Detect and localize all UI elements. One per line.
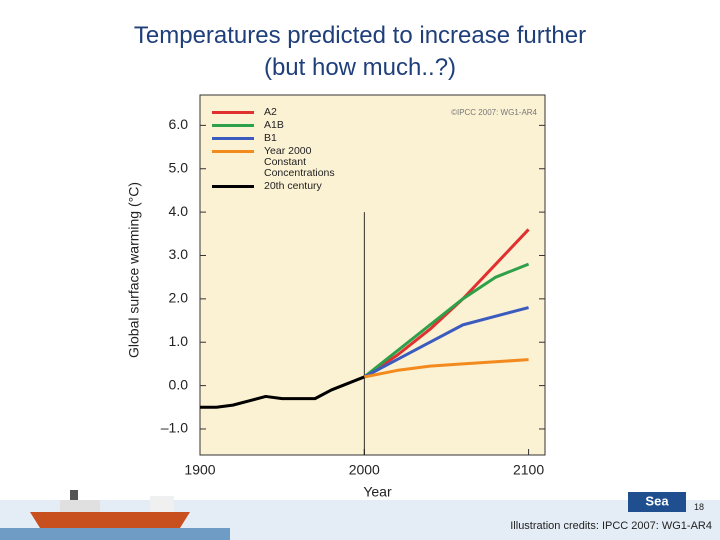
slide-title: (but how much..?): [263, 54, 457, 81]
x-tick-label: 2000: [349, 462, 380, 478]
legend-entry: A2: [212, 107, 352, 118]
y-tick-label: 2.0: [169, 290, 189, 306]
y-tick-label: 0.0: [169, 376, 189, 392]
legend-swatch: [212, 185, 254, 188]
y-tick-label: 4.0: [169, 203, 189, 219]
source-note: ©IPCC 2007: WG1-AR4: [451, 108, 537, 117]
legend-entry: A1B: [212, 120, 352, 131]
legend: A2 A1B B1 Year 2000 Constant Concentrations…: [212, 107, 352, 194]
x-tick-label: 1900: [184, 462, 215, 478]
legend-label: Year 2000 Constant Concentrations: [264, 145, 335, 179]
series-line: [363, 262, 530, 379]
series-line: [363, 358, 529, 379]
legend-swatch: [212, 111, 254, 114]
legend-swatch: [212, 124, 254, 127]
y-tick-label: 1.0: [169, 333, 189, 349]
svg-text:Sea: Sea: [645, 493, 669, 508]
slide-title: Temperatures predicted to increase furth…: [133, 22, 587, 49]
legend-entry: B1: [212, 133, 352, 144]
y-tick-label: 6.0: [169, 116, 189, 132]
y-tick-label: 3.0: [169, 246, 189, 262]
logo: Sea: [628, 492, 686, 512]
ship-illustration: [0, 490, 230, 540]
legend-label: B1: [264, 132, 277, 144]
page-number: 18: [693, 502, 704, 512]
legend-label: A2: [264, 106, 277, 118]
legend-swatch: [212, 137, 254, 140]
legend-label: A1B: [264, 119, 284, 131]
series-line: [363, 228, 530, 379]
x-axis-label: Year: [363, 484, 392, 500]
legend-entry: 20th century: [212, 181, 352, 192]
y-tick-label: 5.0: [169, 159, 189, 175]
legend-entry: Year 2000 Constant Concentrations: [212, 146, 352, 179]
y-tick-label: –1.0: [161, 420, 188, 436]
legend-swatch: [212, 150, 254, 153]
x-tick-label: 2100: [513, 462, 544, 478]
credits: Illustration credits: IPCC 2007: WG1-AR4: [510, 520, 712, 532]
legend-label: 20th century: [264, 180, 322, 192]
series-line: [363, 306, 529, 379]
y-axis-label: Global surface warming (°C): [126, 182, 142, 358]
series-line: [200, 375, 365, 409]
